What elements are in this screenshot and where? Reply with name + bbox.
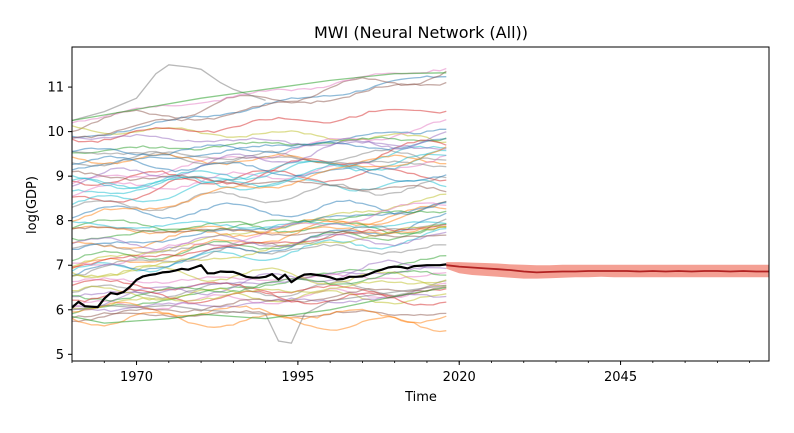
- reference-series-line: [71, 72, 447, 122]
- reference-series-line: [71, 64, 266, 122]
- reference-series-line: [71, 108, 447, 143]
- x-tick-label: 1995: [281, 370, 314, 385]
- reference-series-line: [72, 136, 447, 154]
- reference-series-line: [71, 131, 447, 187]
- reference-series-line: [71, 125, 447, 144]
- y-tick-label: 5: [56, 348, 64, 363]
- reference-series-line: [71, 155, 447, 182]
- reference-series-line: [71, 175, 447, 212]
- reference-series-line: [71, 150, 447, 168]
- x-tick-label: 1970: [120, 370, 153, 385]
- forecast-series-line: [446, 264, 769, 274]
- reference-series-line: [71, 210, 447, 241]
- reference-series-line: [71, 133, 447, 151]
- reference-series-line: [71, 149, 447, 167]
- reference-series-line: [71, 154, 447, 197]
- reference-series-line: [71, 223, 447, 268]
- reference-series-line: [71, 286, 447, 324]
- y-axis-ticks: 5 6 7 8 9 10 11: [47, 81, 72, 363]
- x-tick-label: 2045: [604, 370, 637, 385]
- reference-series-line: [71, 311, 447, 333]
- reference-series-line: [71, 288, 447, 306]
- reference-series-line: [71, 146, 447, 223]
- reference-series-line: [71, 264, 447, 287]
- reference-series-line: [71, 309, 447, 319]
- reference-series-line: [71, 286, 447, 323]
- x-tick-label: 2020: [443, 370, 476, 385]
- y-tick-label: 11: [47, 81, 64, 96]
- x-axis-label: Time: [404, 390, 437, 405]
- reference-series-line: [71, 223, 447, 262]
- x-axis-ticks: 1970 1995 2020 2045: [71, 361, 751, 385]
- reference-series-line: [71, 149, 447, 206]
- reference-lines: [71, 64, 447, 344]
- chart-title: MWI (Neural Network (All)): [314, 23, 528, 42]
- history-series-line: [71, 263, 447, 309]
- reference-series-line: [71, 170, 447, 193]
- reference-series-line: [71, 201, 447, 251]
- main-lines: [71, 263, 769, 309]
- reference-series-line: [71, 202, 447, 266]
- reference-series-line: [71, 81, 447, 139]
- reference-series-line: [71, 301, 447, 324]
- y-tick-label: 10: [47, 125, 64, 140]
- reference-series-line: [71, 70, 447, 133]
- reference-series-line: [71, 279, 447, 310]
- y-axis-label: log(GDP): [25, 176, 40, 234]
- reference-series-line: [71, 225, 447, 278]
- reference-series-line: [71, 226, 447, 238]
- reference-series-line: [71, 75, 447, 139]
- reference-series-line: [71, 138, 447, 157]
- y-tick-label: 6: [56, 303, 64, 318]
- reference-series-line: [71, 67, 447, 124]
- reference-series-line: [71, 231, 447, 251]
- y-tick-label: 7: [56, 259, 64, 274]
- reference-series-line: [71, 284, 447, 344]
- reference-series-line: [71, 270, 447, 302]
- reference-series-line: [72, 263, 447, 298]
- reference-series-line: [71, 219, 447, 235]
- reference-series-line: [71, 227, 447, 273]
- y-tick-label: 8: [56, 214, 64, 229]
- y-tick-label: 9: [56, 170, 64, 185]
- plot-area-frame: [71, 46, 770, 362]
